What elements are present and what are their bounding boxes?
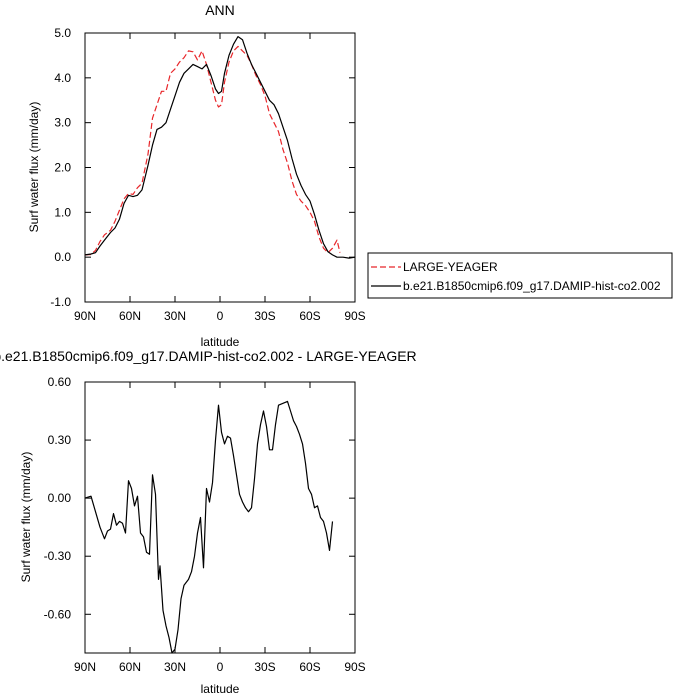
top-chart-x-tick-label: 30N [164,309,186,323]
bottom-chart-x-axis-label: latitude [201,682,240,696]
bottom-chart-x-tick-label: 90S [344,660,365,674]
top-chart: ANN -1.0 0.0 1.0 2.0 3.0 4.0 5.0 90N 60N 30N 0 30S… [27,2,673,349]
top-chart-title: ANN [205,2,235,18]
bottom-chart-y-tick-label: 0.00 [48,491,72,505]
bottom-chart-y-tick-label: 0.60 [48,375,72,389]
legend-label-damip-hist-co2: b.e21.B1850cmip6.f09_g17.DAMIP-hist-co2.… [403,279,661,293]
top-chart-series [84,36,356,259]
top-chart-x-tick-label: 60N [119,309,141,323]
bottom-chart-x-tick-label: 0 [217,660,224,674]
top-chart-x-tick-label: 90N [74,309,96,323]
legend-box [367,252,673,299]
top-chart-x-axis-label: latitude [201,335,240,349]
top-chart-y-tick-label: 4.0 [54,71,71,85]
bottom-chart-x-tick-label: 30S [254,660,275,674]
bottom-chart-x-ticks: 90N 60N 30N 0 30S 60S 90S [74,382,366,674]
bottom-chart-title: b.e21.B1850cmip6.f09_g17.DAMIP-hist-co2.… [0,348,417,364]
top-chart-plot-frame [84,32,356,303]
top-chart-y-tick-label: -1.0 [50,295,71,309]
top-chart-series-line-0 [84,45,341,256]
bottom-chart-series [84,400,334,654]
top-chart-x-tick-label: 30S [254,309,275,323]
top-chart-y-axis-label: Surf water flux (mm/day) [27,102,41,233]
legend: LARGE-YEAGER b.e21.B1850cmip6.f09_g17.DA… [367,252,673,299]
bottom-chart-y-axis-label: Surf water flux (mm/day) [19,452,33,583]
bottom-chart-y-tick-label: -0.30 [44,549,72,563]
bottom-chart-y-tick-label: -0.60 [44,607,72,621]
top-chart-x-ticks: 90N 60N 30N 0 30S 60S 90S [74,33,366,323]
top-chart-y-ticks: -1.0 0.0 1.0 2.0 3.0 4.0 5.0 [50,26,355,309]
bottom-chart-y-ticks: -0.60 -0.30 0.00 0.30 0.60 [44,375,355,621]
bottom-chart-x-tick-label: 60N [119,660,141,674]
bottom-chart-x-tick-label: 30N [164,660,186,674]
bottom-chart-series-line-0 [84,400,334,654]
top-chart-y-tick-label: 0.0 [54,250,71,264]
bottom-chart-y-tick-label: 0.30 [48,433,72,447]
top-chart-y-tick-label: 1.0 [54,205,71,219]
top-chart-y-tick-label: 2.0 [54,161,71,175]
top-chart-x-tick-label: 90S [344,309,365,323]
top-chart-series-line-1 [84,36,356,259]
top-chart-x-tick-label: 60S [299,309,320,323]
bottom-chart: b.e21.B1850cmip6.f09_g17.DAMIP-hist-co2.… [0,348,417,696]
top-chart-y-tick-label: 5.0 [54,26,71,40]
bottom-chart-x-tick-label: 90N [74,660,96,674]
bottom-chart-x-tick-label: 60S [299,660,320,674]
top-chart-y-tick-label: 3.0 [54,116,71,130]
legend-label-large-yeager: LARGE-YEAGER [403,260,498,274]
top-chart-x-tick-label: 0 [217,309,224,323]
